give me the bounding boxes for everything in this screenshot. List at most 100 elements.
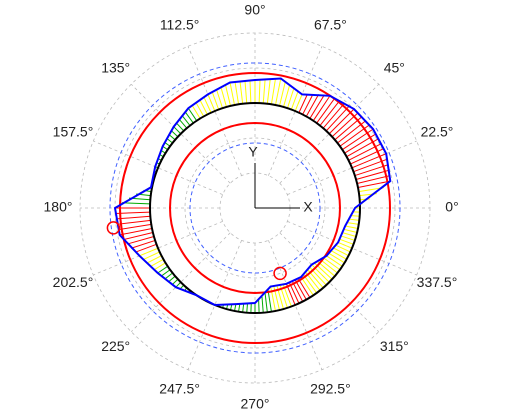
- hatch-line: [121, 202, 151, 205]
- hatch-line: [302, 93, 314, 115]
- hatch-line: [215, 88, 224, 109]
- hatch-line: [175, 122, 185, 132]
- hatch-line: [258, 299, 260, 313]
- theta-tick-label: 112.5°: [160, 17, 200, 33]
- theta-tick-label: 45°: [384, 59, 405, 75]
- hatch-line: [342, 232, 357, 237]
- hatch-line: [242, 304, 245, 313]
- hatch-line: [319, 100, 341, 126]
- hatch-line: [349, 218, 360, 221]
- hatch-line: [131, 239, 156, 249]
- hatch-line: [249, 80, 252, 104]
- grid-spoke: [268, 240, 323, 370]
- hatch-line: [173, 126, 182, 135]
- reference-circle: [169, 122, 341, 294]
- hatch-line: [123, 232, 154, 241]
- grid-spoke: [187, 46, 242, 176]
- hatch-line: [220, 86, 227, 108]
- hatch-line: [244, 80, 248, 104]
- hatch-line: [135, 243, 157, 253]
- hatch-line: [339, 238, 354, 245]
- grid-spoke: [187, 240, 242, 370]
- reference-circle: [189, 142, 321, 274]
- hatch-line: [322, 102, 346, 129]
- hatch-line: [261, 296, 264, 313]
- grid-spoke: [93, 140, 223, 195]
- reference-circle: [109, 62, 401, 354]
- hatch-line: [229, 82, 236, 106]
- hatch-line: [238, 304, 241, 312]
- hatch-line: [320, 259, 338, 274]
- hatch-line: [191, 104, 201, 119]
- hatch-line: [170, 130, 179, 138]
- grid-spoke: [93, 221, 223, 276]
- x-axis-label: X: [303, 199, 313, 215]
- hatch-line: [341, 235, 356, 241]
- theta-tick-label: 157.5°: [53, 123, 94, 139]
- hatch-line: [127, 236, 155, 245]
- hatch-line: [300, 276, 314, 296]
- hatch-line: [286, 87, 295, 109]
- hatch-line: [283, 84, 291, 108]
- hatch-line: [303, 274, 318, 294]
- hatch-line: [262, 78, 266, 104]
- hatch-line: [146, 255, 162, 264]
- hatch-line: [207, 94, 216, 112]
- theta-tick-label: 315°: [380, 338, 409, 354]
- hatch-line: [288, 282, 300, 304]
- theta-tick-label: 225°: [101, 338, 130, 354]
- hatch-line: [331, 250, 347, 260]
- hatch-line: [164, 272, 173, 280]
- hatch-line: [357, 180, 391, 189]
- grid-spoke: [279, 232, 380, 333]
- hatch-line: [326, 255, 343, 267]
- hatch-line: [317, 261, 336, 277]
- hatch-line: [187, 107, 198, 121]
- hatch-line: [325, 105, 350, 132]
- hatch-line: [345, 225, 359, 229]
- hatch-line: [211, 91, 220, 110]
- theta-tick-label: 292.5°: [310, 381, 351, 397]
- hatch-line: [335, 244, 351, 253]
- hatch-line: [298, 93, 308, 113]
- hatch-line: [258, 79, 261, 104]
- hatch-line: [178, 118, 188, 129]
- hatch-line: [234, 81, 240, 105]
- hatch-line: [347, 222, 359, 225]
- hatch-line: [343, 228, 358, 233]
- theta-tick-label: 135°: [101, 59, 130, 75]
- hatch-line: [323, 257, 341, 271]
- hatch-line: [270, 78, 277, 105]
- hatch-line: [149, 258, 164, 268]
- grid-spoke: [287, 140, 417, 195]
- theta-tick-label: 337.5°: [417, 274, 458, 290]
- hatch-line: [279, 81, 286, 107]
- hatch-line: [116, 215, 151, 220]
- marker: [273, 266, 287, 281]
- hatch-line: [175, 281, 182, 288]
- grid-circle: [184, 137, 326, 279]
- grid-spoke: [287, 221, 417, 276]
- hatch-line: [290, 90, 299, 110]
- hatch-line: [117, 219, 151, 225]
- hatch-line: [184, 111, 194, 124]
- theta-tick-label: 180°: [44, 199, 73, 215]
- hatch-line: [351, 215, 360, 217]
- hatch-line: [246, 303, 248, 313]
- profile-line: [113, 77, 392, 307]
- hatch-line: [266, 78, 271, 104]
- theta-tick-label: 270°: [241, 396, 270, 412]
- hatch-line: [309, 94, 325, 119]
- hatch-line: [274, 78, 282, 106]
- hatch-line: [142, 251, 160, 261]
- hatch-line: [356, 175, 391, 184]
- hatch-line: [291, 281, 304, 302]
- hatch-line: [264, 293, 268, 313]
- hatch-line: [316, 97, 336, 124]
- grid-spoke: [268, 46, 323, 176]
- hatch-line: [294, 94, 303, 112]
- grid-spoke: [279, 83, 380, 184]
- theta-tick-label: 247.5°: [159, 381, 200, 397]
- hatch-line: [312, 95, 331, 121]
